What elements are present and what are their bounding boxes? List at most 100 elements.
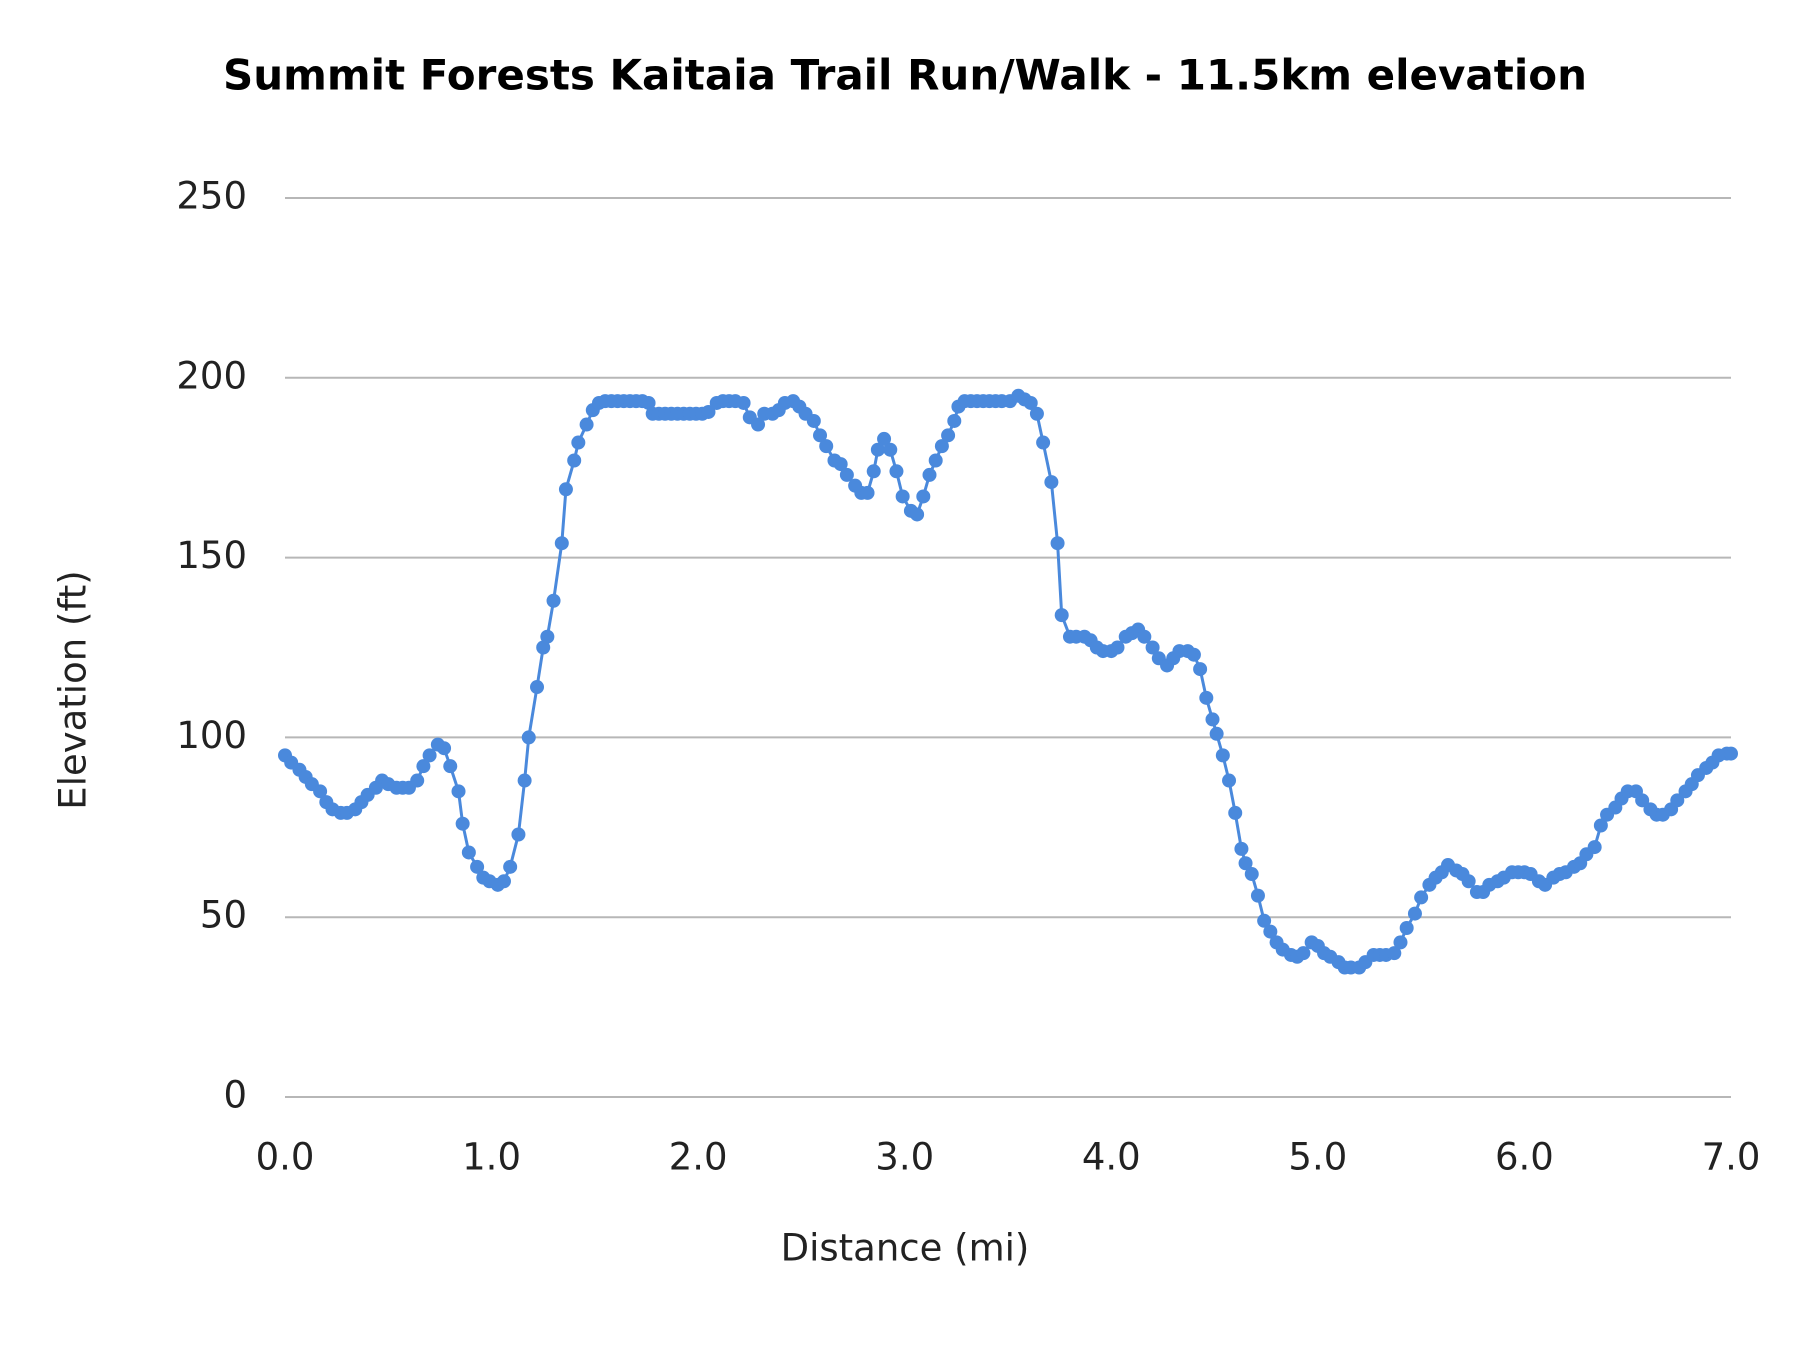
y-tick-label: 100: [176, 714, 247, 757]
x-tick-label: 7.0: [1702, 1136, 1761, 1179]
point: [1263, 924, 1278, 939]
point: [889, 464, 904, 479]
point: [530, 680, 545, 695]
x-tick-label: 5.0: [1288, 1136, 1347, 1179]
point: [947, 413, 962, 428]
point: [1250, 888, 1265, 903]
point: [540, 629, 555, 644]
point: [1399, 920, 1414, 935]
point: [813, 428, 828, 443]
x-tick-label: 3.0: [875, 1136, 934, 1179]
x-tick-label: 2.0: [669, 1136, 728, 1179]
point: [1137, 629, 1152, 644]
point: [558, 482, 573, 497]
point: [1050, 536, 1065, 551]
point: [895, 489, 910, 504]
point: [641, 395, 656, 410]
y-tick-label: 150: [176, 534, 247, 577]
point: [701, 404, 716, 419]
point: [536, 640, 551, 655]
point: [1205, 712, 1220, 727]
point: [860, 485, 875, 500]
point: [883, 442, 898, 457]
point: [1036, 435, 1051, 450]
point: [571, 435, 586, 450]
point: [1244, 867, 1259, 882]
point: [928, 453, 943, 468]
point: [546, 593, 561, 608]
y-tick-label: 0: [223, 1074, 247, 1117]
point: [1110, 640, 1125, 655]
point: [877, 431, 892, 446]
point: [1238, 856, 1253, 871]
point: [922, 467, 937, 482]
point: [554, 536, 569, 551]
point: [736, 395, 751, 410]
point: [1029, 406, 1044, 421]
point: [461, 845, 476, 860]
point: [1257, 913, 1272, 928]
point: [416, 759, 431, 774]
point: [1414, 890, 1429, 905]
point: [1054, 608, 1069, 623]
point: [443, 759, 458, 774]
point: [1670, 793, 1685, 808]
point: [422, 748, 437, 763]
point: [1023, 395, 1038, 410]
point: [470, 859, 485, 874]
point: [1296, 946, 1311, 961]
point: [579, 417, 594, 432]
x-tick-label: 4.0: [1082, 1136, 1141, 1179]
point: [1587, 840, 1602, 855]
point: [1222, 773, 1237, 788]
point: [819, 439, 834, 454]
point: [1193, 662, 1208, 677]
y-tick-label: 250: [176, 175, 247, 218]
point: [1199, 690, 1214, 705]
point: [1228, 805, 1243, 820]
point: [517, 773, 532, 788]
x-tick-label: 6.0: [1495, 1136, 1554, 1179]
point: [521, 730, 536, 745]
point: [437, 741, 452, 756]
point: [1186, 647, 1201, 662]
point: [567, 453, 582, 468]
point: [751, 417, 766, 432]
point: [455, 816, 470, 831]
point: [1234, 841, 1249, 856]
x-axis-label: Distance (mi): [781, 1227, 1030, 1270]
x-tick-label: 0.0: [256, 1136, 315, 1179]
point: [1393, 935, 1408, 950]
chart-title: Summit Forests Kaitaia Trail Run/Walk - …: [223, 51, 1587, 100]
point: [313, 784, 328, 799]
point: [1461, 874, 1476, 889]
point: [1407, 906, 1422, 921]
point: [503, 859, 518, 874]
point: [916, 489, 931, 504]
point: [1145, 640, 1160, 655]
point: [1593, 818, 1608, 833]
point: [833, 457, 848, 472]
point: [511, 827, 526, 842]
point: [1215, 748, 1230, 763]
point: [941, 428, 956, 443]
point: [1724, 746, 1738, 761]
point: [1044, 475, 1059, 490]
point: [934, 439, 949, 454]
point: [839, 467, 854, 482]
point: [410, 773, 425, 788]
point: [806, 413, 821, 428]
point: [1209, 726, 1224, 741]
y-tick-label: 50: [200, 894, 247, 937]
point: [870, 442, 885, 457]
point: [496, 874, 511, 889]
point: [451, 784, 466, 799]
point: [910, 507, 925, 522]
point: [1387, 946, 1402, 961]
point: [1635, 793, 1650, 808]
point: [866, 464, 881, 479]
y-tick-label: 200: [176, 354, 247, 397]
